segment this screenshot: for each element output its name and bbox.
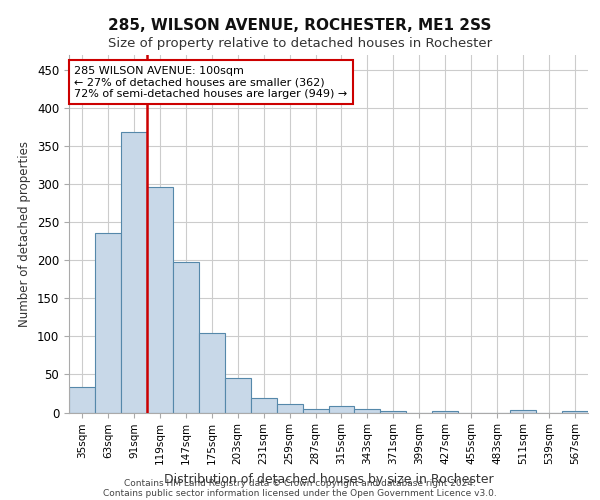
- Bar: [277, 404, 302, 412]
- Bar: [433, 411, 458, 412]
- Bar: [199, 334, 224, 412]
- Bar: [302, 410, 329, 412]
- Bar: [380, 411, 406, 412]
- Bar: [173, 262, 199, 412]
- Bar: [69, 388, 95, 412]
- Bar: [121, 132, 147, 412]
- Bar: [510, 410, 536, 412]
- Text: Contains public sector information licensed under the Open Government Licence v3: Contains public sector information licen…: [103, 488, 497, 498]
- Bar: [329, 406, 355, 412]
- X-axis label: Distribution of detached houses by size in Rochester: Distribution of detached houses by size …: [164, 472, 493, 486]
- Bar: [251, 398, 277, 412]
- Bar: [95, 233, 121, 412]
- Y-axis label: Number of detached properties: Number of detached properties: [19, 141, 31, 327]
- Text: 285 WILSON AVENUE: 100sqm
← 27% of detached houses are smaller (362)
72% of semi: 285 WILSON AVENUE: 100sqm ← 27% of detac…: [74, 66, 347, 99]
- Bar: [147, 188, 173, 412]
- Text: Contains HM Land Registry data © Crown copyright and database right 2024.: Contains HM Land Registry data © Crown c…: [124, 478, 476, 488]
- Bar: [225, 378, 251, 412]
- Text: 285, WILSON AVENUE, ROCHESTER, ME1 2SS: 285, WILSON AVENUE, ROCHESTER, ME1 2SS: [109, 18, 491, 32]
- Text: Size of property relative to detached houses in Rochester: Size of property relative to detached ho…: [108, 38, 492, 51]
- Bar: [355, 410, 380, 412]
- Bar: [562, 411, 588, 412]
